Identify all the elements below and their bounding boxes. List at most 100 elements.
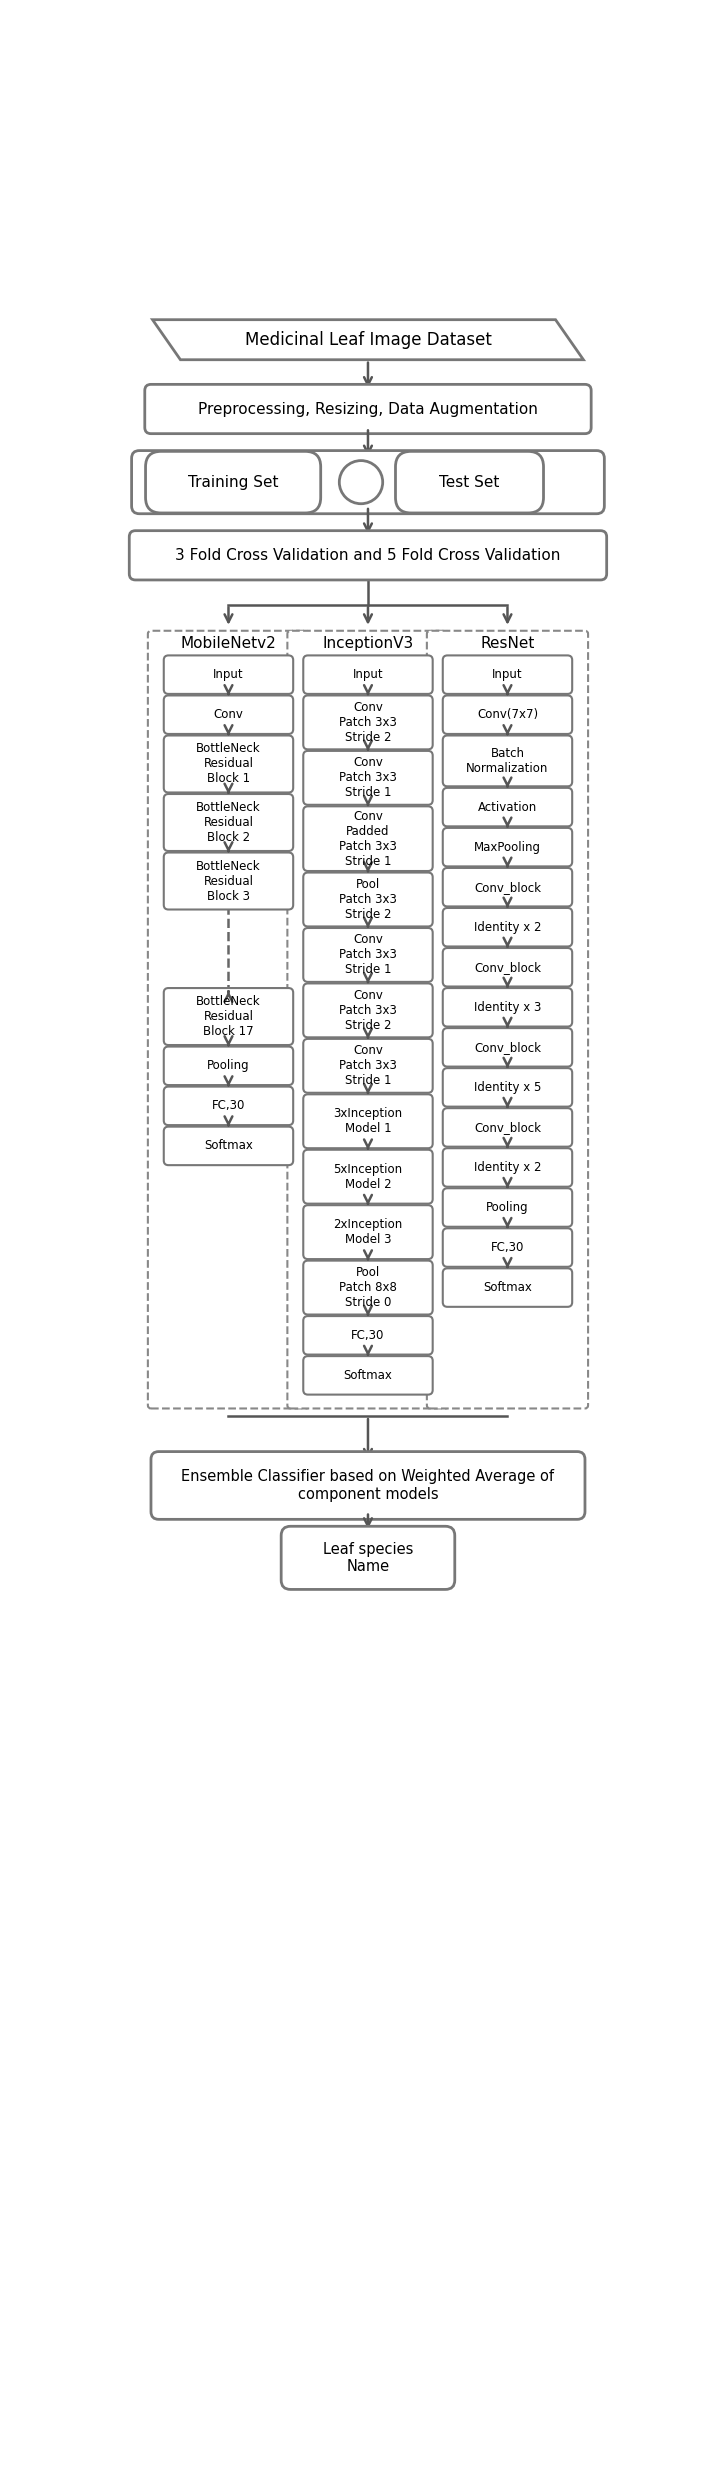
FancyBboxPatch shape (443, 696, 572, 733)
FancyBboxPatch shape (164, 736, 293, 793)
Text: MaxPooling: MaxPooling (474, 840, 541, 852)
Text: Conv
Padded
Patch 3x3
Stride 1: Conv Padded Patch 3x3 Stride 1 (339, 810, 397, 867)
FancyBboxPatch shape (287, 632, 449, 1408)
Text: Conv_block: Conv_block (474, 880, 541, 895)
FancyBboxPatch shape (443, 1269, 572, 1306)
FancyBboxPatch shape (164, 852, 293, 909)
Text: 3 Fold Cross Validation and 5 Fold Cross Validation: 3 Fold Cross Validation and 5 Fold Cross… (175, 548, 561, 563)
FancyBboxPatch shape (427, 632, 588, 1408)
FancyBboxPatch shape (303, 1150, 433, 1204)
FancyBboxPatch shape (443, 1068, 572, 1108)
FancyBboxPatch shape (281, 1526, 454, 1588)
FancyBboxPatch shape (443, 1108, 572, 1147)
FancyBboxPatch shape (164, 696, 293, 733)
FancyBboxPatch shape (303, 1355, 433, 1395)
Polygon shape (152, 320, 584, 359)
Text: InceptionV3: InceptionV3 (322, 634, 414, 652)
Text: Preprocessing, Resizing, Data Augmentation: Preprocessing, Resizing, Data Augmentati… (198, 401, 538, 416)
FancyBboxPatch shape (129, 530, 607, 580)
Text: Batch
Normalization: Batch Normalization (466, 746, 549, 776)
Text: Input: Input (353, 669, 383, 681)
Circle shape (340, 461, 383, 503)
Text: Conv
Patch 3x3
Stride 2: Conv Patch 3x3 Stride 2 (339, 701, 397, 743)
FancyBboxPatch shape (443, 867, 572, 907)
Text: BottleNeck
Residual
Block 2: BottleNeck Residual Block 2 (196, 800, 261, 845)
FancyBboxPatch shape (164, 1088, 293, 1125)
Text: Training Set: Training Set (188, 476, 279, 491)
FancyBboxPatch shape (443, 907, 572, 947)
Text: Conv_block: Conv_block (474, 961, 541, 974)
Text: Softmax: Softmax (343, 1368, 393, 1383)
FancyBboxPatch shape (443, 1229, 572, 1266)
Text: BottleNeck
Residual
Block 17: BottleNeck Residual Block 17 (196, 996, 261, 1038)
Text: Conv
Patch 3x3
Stride 1: Conv Patch 3x3 Stride 1 (339, 1043, 397, 1088)
Text: ResNet: ResNet (480, 634, 535, 652)
Text: 2xInception
Model 3: 2xInception Model 3 (333, 1219, 403, 1246)
FancyBboxPatch shape (164, 1127, 293, 1165)
FancyBboxPatch shape (303, 1204, 433, 1259)
Text: Pool
Patch 3x3
Stride 2: Pool Patch 3x3 Stride 2 (339, 877, 397, 922)
FancyBboxPatch shape (443, 949, 572, 986)
Text: Pool
Patch 8x8
Stride 0: Pool Patch 8x8 Stride 0 (339, 1266, 397, 1308)
FancyBboxPatch shape (164, 989, 293, 1046)
FancyBboxPatch shape (303, 872, 433, 927)
FancyBboxPatch shape (164, 654, 293, 694)
Text: Input: Input (492, 669, 523, 681)
Text: Medicinal Leaf Image Dataset: Medicinal Leaf Image Dataset (245, 330, 491, 349)
Text: Pooling: Pooling (486, 1202, 528, 1214)
FancyBboxPatch shape (443, 736, 572, 786)
Text: BottleNeck
Residual
Block 1: BottleNeck Residual Block 1 (196, 743, 261, 786)
FancyBboxPatch shape (148, 632, 309, 1408)
FancyBboxPatch shape (145, 384, 591, 434)
Text: 3xInception
Model 1: 3xInception Model 1 (333, 1108, 403, 1135)
Text: Conv: Conv (213, 709, 243, 721)
Text: Identity x 3: Identity x 3 (474, 1001, 541, 1014)
Text: Conv
Patch 3x3
Stride 2: Conv Patch 3x3 Stride 2 (339, 989, 397, 1031)
Text: Activation: Activation (478, 800, 537, 813)
FancyBboxPatch shape (303, 1316, 433, 1355)
FancyBboxPatch shape (303, 1261, 433, 1313)
FancyBboxPatch shape (303, 751, 433, 805)
Text: Conv_block: Conv_block (474, 1120, 541, 1135)
Text: 5xInception
Model 2: 5xInception Model 2 (333, 1162, 403, 1192)
Text: MobileNetv2: MobileNetv2 (181, 634, 276, 652)
Text: Conv
Patch 3x3
Stride 1: Conv Patch 3x3 Stride 1 (339, 934, 397, 976)
Text: Softmax: Softmax (483, 1281, 532, 1294)
FancyBboxPatch shape (443, 788, 572, 825)
Text: Pooling: Pooling (208, 1058, 250, 1073)
Text: Identity x 5: Identity x 5 (474, 1080, 541, 1093)
FancyBboxPatch shape (303, 654, 433, 694)
Text: FC,30: FC,30 (212, 1100, 245, 1113)
FancyBboxPatch shape (146, 451, 321, 513)
Text: Softmax: Softmax (204, 1140, 253, 1152)
Text: Test Set: Test Set (439, 476, 500, 491)
FancyBboxPatch shape (303, 927, 433, 981)
Text: Conv
Patch 3x3
Stride 1: Conv Patch 3x3 Stride 1 (339, 756, 397, 800)
FancyBboxPatch shape (303, 984, 433, 1038)
Text: Input: Input (213, 669, 244, 681)
Text: Conv_block: Conv_block (474, 1041, 541, 1053)
FancyBboxPatch shape (443, 1028, 572, 1066)
FancyBboxPatch shape (443, 828, 572, 867)
Text: Leaf species
Name: Leaf species Name (323, 1541, 413, 1574)
FancyBboxPatch shape (303, 805, 433, 870)
FancyBboxPatch shape (131, 451, 605, 513)
FancyBboxPatch shape (164, 793, 293, 850)
FancyBboxPatch shape (151, 1452, 585, 1519)
Text: Identity x 2: Identity x 2 (474, 1162, 541, 1175)
Text: FC,30: FC,30 (351, 1328, 385, 1341)
Text: FC,30: FC,30 (491, 1241, 524, 1254)
FancyBboxPatch shape (303, 696, 433, 748)
Text: Identity x 2: Identity x 2 (474, 922, 541, 934)
Text: BottleNeck
Residual
Block 3: BottleNeck Residual Block 3 (196, 860, 261, 902)
FancyBboxPatch shape (396, 451, 544, 513)
FancyBboxPatch shape (443, 654, 572, 694)
FancyBboxPatch shape (303, 1038, 433, 1093)
Text: Ensemble Classifier based on Weighted Average of
component models: Ensemble Classifier based on Weighted Av… (182, 1469, 554, 1502)
FancyBboxPatch shape (164, 1046, 293, 1085)
FancyBboxPatch shape (443, 1147, 572, 1187)
FancyBboxPatch shape (443, 989, 572, 1026)
FancyBboxPatch shape (443, 1189, 572, 1227)
Text: Conv(7x7): Conv(7x7) (477, 709, 538, 721)
FancyBboxPatch shape (303, 1095, 433, 1147)
